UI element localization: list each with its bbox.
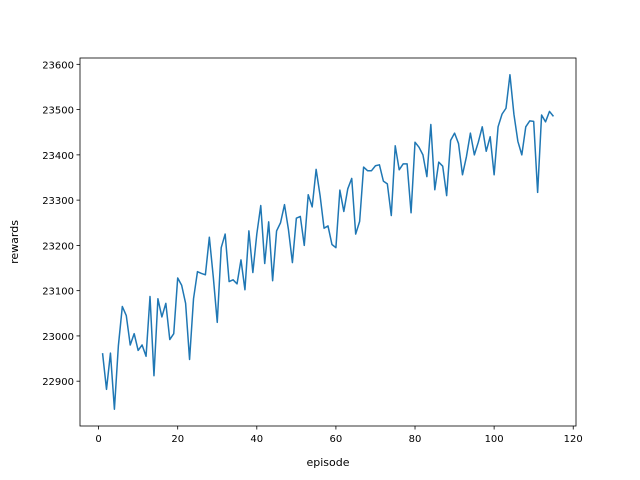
x-tick-label: 120 (564, 434, 583, 445)
x-tick-label: 0 (95, 434, 101, 445)
y-tick-label: 23300 (42, 196, 74, 207)
x-tick-label: 60 (330, 434, 343, 445)
x-axis-label: episode (306, 456, 349, 469)
x-tick-label: 80 (409, 434, 422, 445)
x-tick-label: 40 (250, 434, 263, 445)
x-tick-label: 20 (171, 434, 184, 445)
y-tick-label: 23100 (42, 287, 74, 298)
y-tick-label: 23000 (42, 332, 74, 343)
y-tick-label: 22900 (42, 377, 74, 388)
y-axis-label: rewards (8, 220, 21, 264)
x-tick-label: 100 (485, 434, 504, 445)
y-tick-label: 23600 (42, 60, 74, 71)
line-series (101, 73, 555, 411)
plot-frame (79, 57, 577, 427)
y-tick-label: 23400 (42, 151, 74, 162)
y-tick-label: 23200 (42, 241, 74, 252)
y-tick-label: 23500 (42, 106, 74, 117)
